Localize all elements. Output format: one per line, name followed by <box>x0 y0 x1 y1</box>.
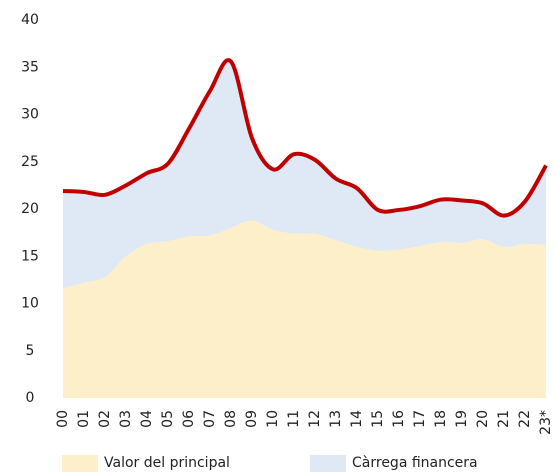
x-tick-label: 20 <box>475 410 491 428</box>
y-tick-label: 40 <box>21 12 39 28</box>
x-tick-label: 02 <box>97 410 113 428</box>
area <box>63 60 546 289</box>
legend-label: Càrrega financera <box>352 455 478 471</box>
x-tick-label: 15 <box>370 410 386 428</box>
y-tick-label: 5 <box>26 343 35 359</box>
x-tick-label: 19 <box>454 410 470 428</box>
legend-swatch <box>62 455 98 472</box>
x-tick-label: 09 <box>244 410 260 428</box>
x-tick-label: 21 <box>496 410 512 428</box>
x-tick-label: 23* <box>538 410 554 435</box>
y-tick-label: 30 <box>21 107 39 123</box>
x-tick-label: 16 <box>391 410 407 428</box>
x-tick-label: 07 <box>202 410 218 428</box>
area <box>63 220 546 398</box>
y-tick-label: 35 <box>21 59 39 75</box>
x-tick-label: 11 <box>286 410 302 428</box>
x-tick-label: 08 <box>223 410 239 428</box>
legend-swatch <box>310 455 346 472</box>
y-tick-label: 25 <box>21 154 39 170</box>
y-tick-label: 20 <box>21 201 39 217</box>
x-tick-label: 14 <box>349 410 365 428</box>
legend-label: Valor del principal <box>104 455 230 471</box>
x-tick-label: 03 <box>118 410 134 428</box>
x-tick-label: 17 <box>412 410 428 428</box>
x-tick-label: 01 <box>76 410 92 428</box>
x-tick-label: 06 <box>181 410 197 428</box>
x-tick-label: 12 <box>307 410 323 428</box>
x-tick-label: 05 <box>160 410 176 428</box>
total-line <box>62 58 548 218</box>
y-tick-label: 0 <box>26 390 35 406</box>
y-tick-label: 10 <box>21 296 39 312</box>
x-tick-label: 13 <box>328 410 344 428</box>
x-tick-label: 10 <box>265 410 281 428</box>
x-tick-label: 04 <box>139 410 155 428</box>
x-tick-label: 18 <box>433 410 449 428</box>
y-tick-label: 15 <box>21 248 39 264</box>
x-tick-label: 22 <box>517 410 533 428</box>
x-tick-label: 00 <box>55 410 71 428</box>
